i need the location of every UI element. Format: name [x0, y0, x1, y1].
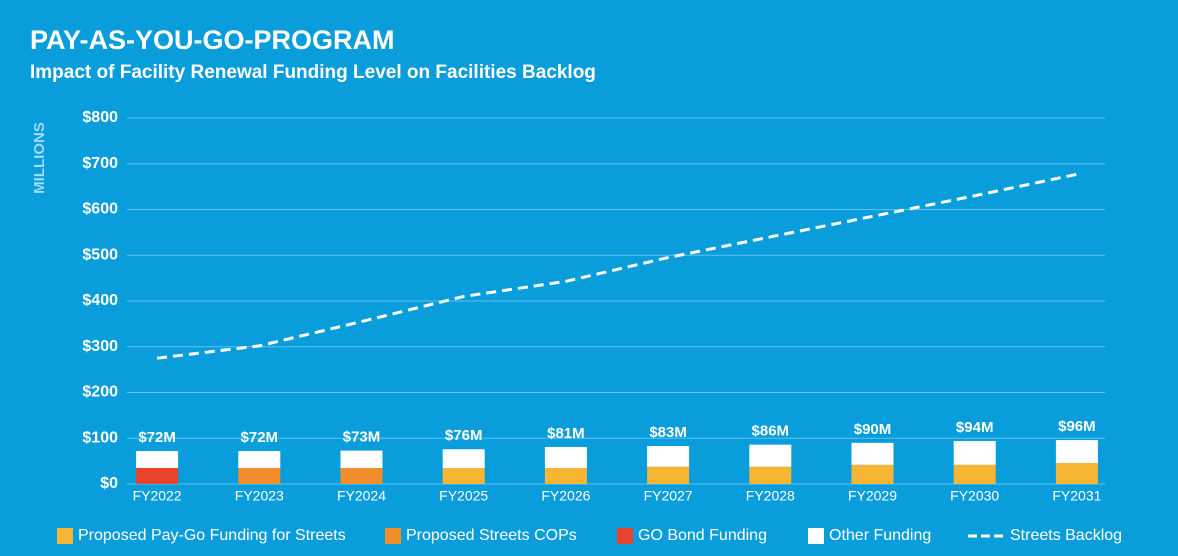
bar-segment: [238, 451, 281, 468]
legend-label: Streets Backlog: [1010, 527, 1122, 544]
y-tick-label: $600: [82, 201, 118, 218]
backlog-line: [156, 172, 1078, 360]
y-tick-label: $100: [82, 429, 118, 446]
bar-segment: [136, 467, 179, 484]
bar-segment: [544, 467, 587, 484]
x-tick-label: FY2031: [1052, 488, 1101, 504]
x-tick-label: FY2023: [235, 488, 284, 504]
bar-segment: [953, 440, 996, 465]
y-tick-label: $0: [100, 475, 118, 492]
x-tick-label: FY2024: [337, 488, 386, 504]
legend-swatch: [57, 528, 73, 544]
y-tick-label: $700: [82, 155, 118, 172]
total-label: $90M: [854, 421, 892, 438]
total-label: $83M: [649, 424, 687, 441]
x-tick-label: FY2026: [541, 488, 590, 504]
legend-label: Proposed Pay-Go Funding for Streets: [78, 527, 346, 544]
bar-segment: [647, 446, 690, 467]
x-tick-label: FY2025: [439, 488, 488, 504]
bar-segment: [851, 442, 894, 465]
legend-swatch: [617, 528, 633, 544]
legend-label: Other Funding: [829, 527, 931, 544]
y-tick-label: $300: [82, 338, 118, 355]
y-axis-label: MILLIONS: [31, 122, 48, 194]
bar-segment: [647, 466, 690, 484]
bar-segment: [442, 467, 485, 484]
total-label: $76M: [445, 427, 483, 444]
bar-segment: [1055, 440, 1098, 463]
legend-label: GO Bond Funding: [638, 527, 767, 544]
bar-segment: [749, 466, 792, 484]
total-label: $72M: [138, 429, 176, 446]
total-label: $73M: [343, 429, 381, 446]
chart-title: PAY-AS-YOU-GO-PROGRAM: [30, 25, 395, 55]
total-label: $72M: [241, 429, 279, 446]
bar-segment: [749, 444, 792, 467]
bar-segment: [238, 467, 281, 484]
total-label: $94M: [956, 419, 994, 436]
legend-swatch: [385, 528, 401, 544]
legend-label: Proposed Streets COPs: [406, 527, 577, 544]
total-label: $86M: [752, 423, 790, 440]
y-tick-label: $500: [82, 246, 118, 263]
y-tick-label: $200: [82, 384, 118, 401]
y-tick-label: $800: [82, 109, 118, 126]
x-tick-label: FY2029: [848, 488, 897, 504]
x-tick-label: FY2028: [746, 488, 795, 504]
bar-segment: [953, 464, 996, 484]
bar-segment: [1055, 462, 1098, 484]
chart-subtitle: Impact of Facility Renewal Funding Level…: [30, 62, 596, 83]
x-tick-label: FY2027: [644, 488, 693, 504]
bar-segment: [851, 464, 894, 484]
total-label: $81M: [547, 425, 585, 442]
bar-segment: [544, 446, 587, 468]
bar-segment: [442, 449, 485, 468]
x-tick-label: FY2030: [950, 488, 999, 504]
bar-segment: [136, 451, 179, 468]
y-tick-label: $400: [82, 292, 118, 309]
bar-segment: [340, 450, 383, 468]
bar-segment: [340, 467, 383, 484]
total-label: $96M: [1058, 418, 1096, 435]
x-tick-label: FY2022: [133, 488, 182, 504]
legend-swatch: [808, 528, 824, 544]
